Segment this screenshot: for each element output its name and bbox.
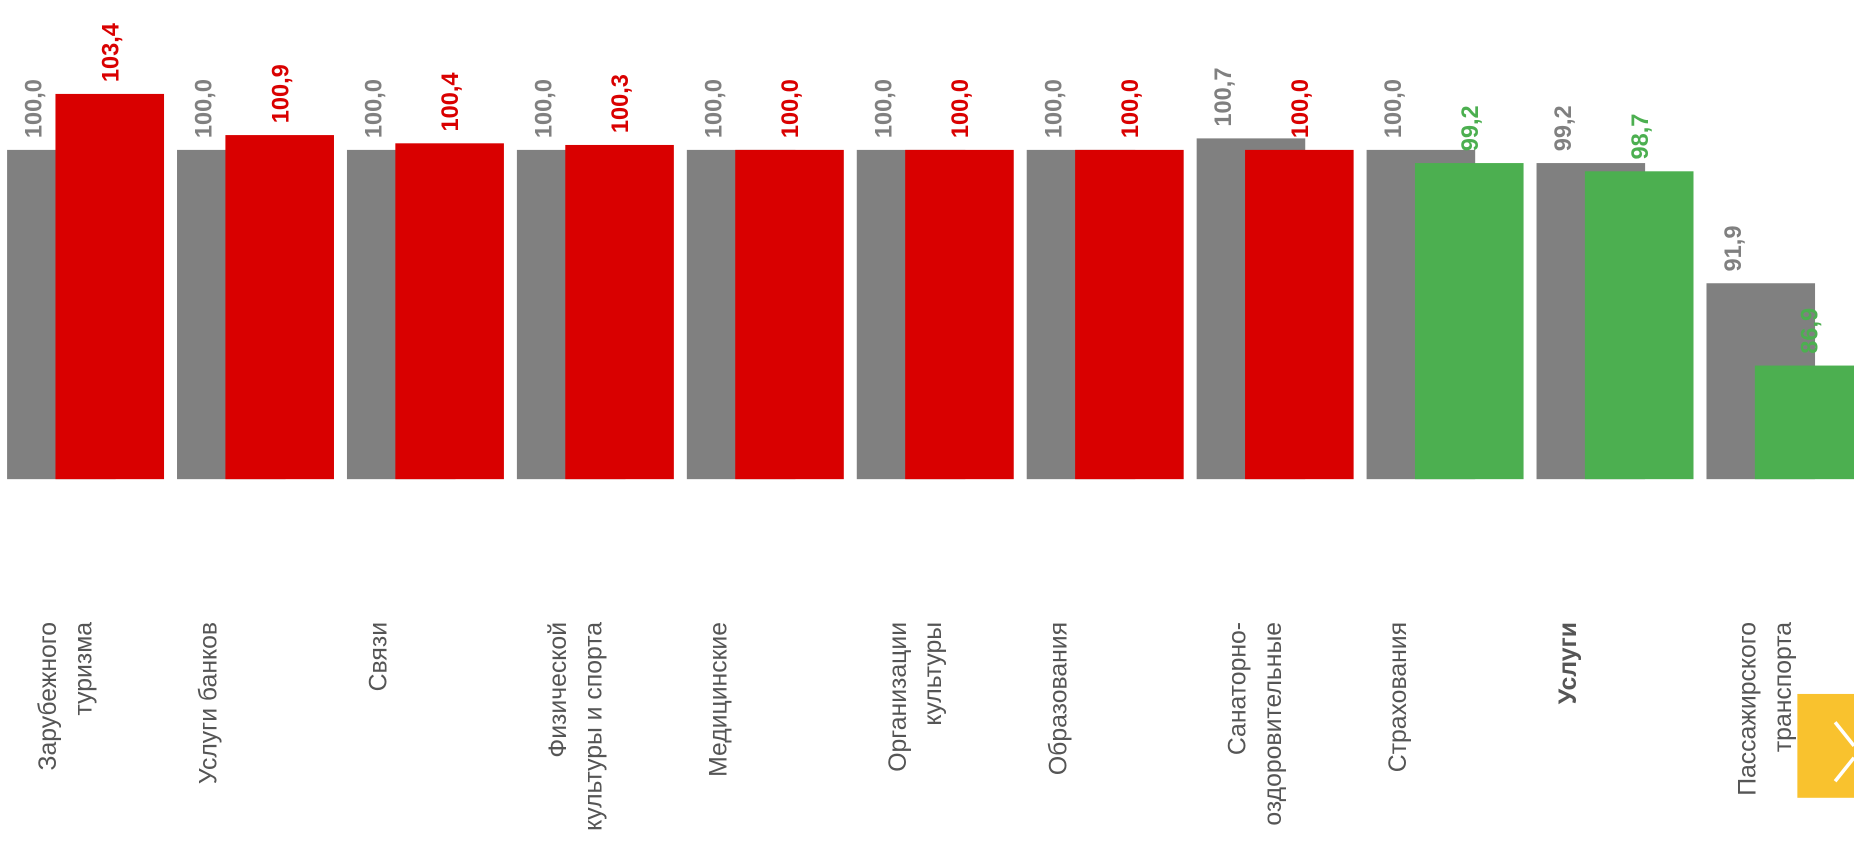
bar	[55, 93, 165, 480]
bar	[1414, 163, 1524, 480]
value-label: 100,0	[362, 79, 388, 138]
category-label: Образования	[1045, 622, 1072, 775]
value-label: 100,9	[268, 64, 294, 123]
category-label: Связи	[366, 622, 393, 691]
value-label: 99,2	[1551, 105, 1577, 151]
category-label: Санаторно-	[1225, 622, 1252, 755]
value-label: 100,0	[192, 79, 218, 138]
value-label: 100,0	[948, 79, 974, 138]
value-label: 100,0	[778, 79, 804, 138]
bar	[1584, 171, 1694, 480]
category-label: оздоровительные	[1260, 622, 1287, 826]
value-label: 100,0	[1381, 79, 1407, 138]
next-button-bg[interactable]	[1797, 693, 1854, 798]
category-label: Зарубежного	[35, 622, 62, 771]
category-label: Физической	[545, 622, 572, 758]
category-label: Услуги	[1555, 622, 1582, 704]
value-label: 100,0	[1288, 79, 1314, 138]
value-label: 99,2	[1458, 105, 1484, 151]
value-label: 100,0	[871, 79, 897, 138]
category-label: Услуги банков	[196, 622, 223, 784]
bar	[1754, 365, 1854, 480]
category-label: культуры	[920, 622, 947, 726]
value-label: 100,7	[1211, 68, 1237, 127]
value-label: 100,3	[608, 74, 634, 133]
bar	[225, 135, 334, 480]
value-label: 100,0	[531, 79, 557, 138]
category-label: культуры и спорта	[580, 622, 607, 831]
value-label: 98,7	[1628, 114, 1654, 160]
value-label: 100,0	[1041, 79, 1067, 138]
value-label: 100,0	[1118, 79, 1144, 138]
bar	[1075, 149, 1184, 480]
category-label: Страхования	[1385, 622, 1412, 772]
bar	[735, 149, 844, 480]
value-label: 100,0	[701, 79, 727, 138]
value-label: 103,4	[98, 23, 124, 82]
bar	[565, 144, 674, 480]
next-chevron[interactable]	[1833, 721, 1854, 747]
category-label: туризма	[71, 622, 98, 716]
value-label: 86,9	[1798, 308, 1824, 354]
bar	[905, 149, 1014, 480]
value-label: 100,0	[22, 79, 48, 138]
next-button[interactable]	[1797, 693, 1854, 798]
value-label: 100,4	[438, 72, 464, 131]
category-label: Медицинские	[705, 622, 732, 777]
bar	[1245, 149, 1354, 480]
category-label: Пассажирского	[1735, 622, 1762, 796]
value-label: 91,9	[1721, 226, 1747, 272]
category-label: Организации	[885, 622, 912, 772]
next-chevron[interactable]	[1833, 756, 1854, 783]
bar	[395, 143, 504, 480]
category-label: транспорта	[1770, 622, 1797, 752]
